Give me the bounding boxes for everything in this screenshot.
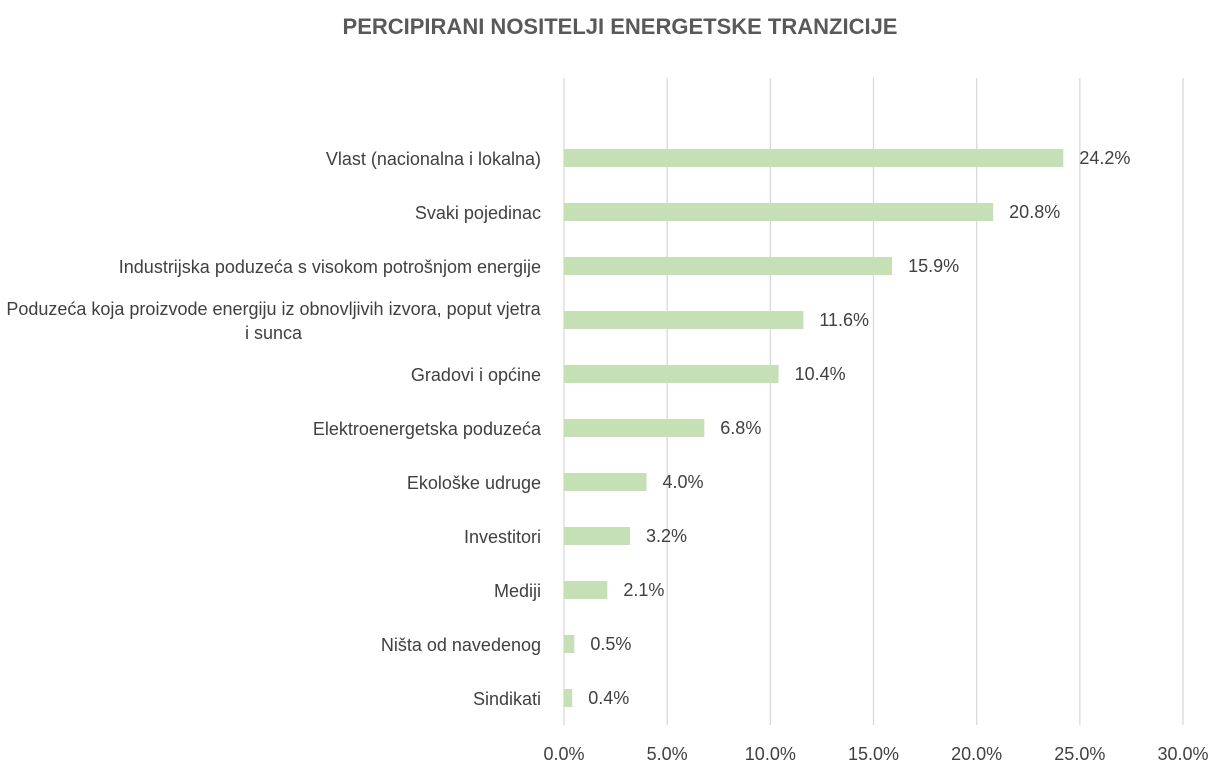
- y-tick-label: Poduzeća koja proizvode energiju iz obno…: [6, 299, 541, 343]
- bar: [564, 311, 804, 329]
- y-tick-label: Industrijska poduzeća s visokom potrošnj…: [118, 257, 541, 277]
- x-tick-label: 0.0%: [543, 744, 584, 764]
- bar: [564, 527, 631, 545]
- bar: [564, 473, 647, 491]
- y-tick-label: Gradovi i općine: [410, 365, 541, 385]
- bar: [564, 257, 893, 275]
- data-label: 3.2%: [646, 526, 687, 546]
- x-tick-label: 25.0%: [1054, 744, 1105, 764]
- data-label: 6.8%: [720, 418, 761, 438]
- x-tick-label: 5.0%: [647, 744, 688, 764]
- bar: [564, 635, 575, 653]
- x-tick-label: 30.0%: [1157, 744, 1208, 764]
- bar: [564, 149, 1064, 167]
- data-label: 10.4%: [795, 364, 846, 384]
- data-label: 2.1%: [623, 580, 664, 600]
- y-tick-label: Investitori: [463, 527, 541, 547]
- bar: [564, 203, 994, 221]
- x-tick-label: 15.0%: [848, 744, 899, 764]
- data-label: 4.0%: [663, 472, 704, 492]
- bar: [564, 365, 779, 383]
- data-label: 24.2%: [1079, 148, 1130, 168]
- bar: [564, 419, 705, 437]
- bar: [564, 581, 608, 599]
- bar: [564, 689, 573, 707]
- data-label: 11.6%: [819, 310, 869, 330]
- y-tick-label: Vlast (nacionalna i lokalna): [325, 149, 541, 169]
- data-label: 15.9%: [908, 256, 959, 276]
- y-tick-label: Sindikati: [472, 689, 541, 709]
- chart-title: PERCIPIRANI NOSITELJI ENERGETSKE TRANZIC…: [343, 14, 898, 39]
- y-tick-label: Mediji: [493, 581, 541, 601]
- y-tick-label: Ništa od navedenog: [380, 635, 541, 655]
- data-label: 20.8%: [1009, 202, 1060, 222]
- data-label: 0.4%: [588, 688, 629, 708]
- x-tick-label: 10.0%: [745, 744, 796, 764]
- data-label: 0.5%: [590, 634, 631, 654]
- y-tick-label: Svaki pojedinac: [414, 203, 541, 223]
- y-tick-label: Ekološke udruge: [406, 473, 541, 493]
- x-tick-label: 20.0%: [951, 744, 1002, 764]
- y-tick-label: Elektroenergetska poduzeća: [312, 419, 541, 439]
